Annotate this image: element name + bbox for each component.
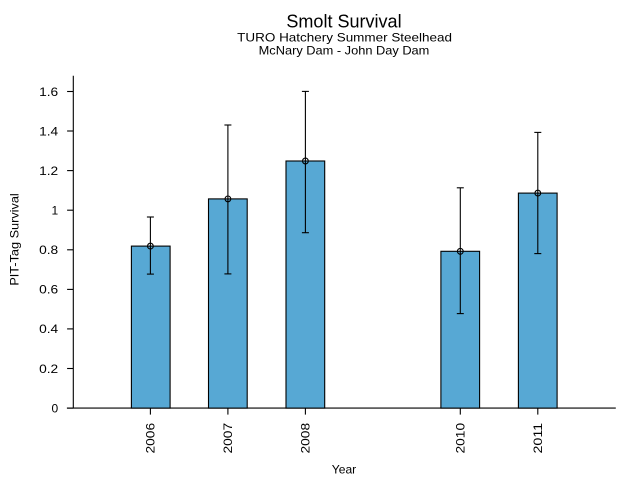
svg-text:PIT-Tag Survival: PIT-Tag Survival [8, 193, 22, 285]
svg-text:0.8: 0.8 [39, 243, 58, 257]
svg-text:1: 1 [52, 204, 59, 218]
svg-text:1.4: 1.4 [39, 124, 58, 138]
svg-text:1.6: 1.6 [39, 85, 58, 99]
svg-text:0: 0 [52, 401, 59, 415]
svg-text:2008: 2008 [299, 423, 313, 454]
svg-text:2011: 2011 [531, 423, 545, 454]
svg-text:2010: 2010 [454, 423, 468, 454]
svg-text:McNary Dam - John Day Dam: McNary Dam - John Day Dam [259, 44, 430, 58]
svg-text:1.2: 1.2 [39, 164, 58, 178]
svg-text:2007: 2007 [221, 423, 235, 454]
svg-text:0.2: 0.2 [39, 362, 58, 376]
svg-text:Year: Year [332, 463, 356, 477]
svg-text:Smolt Survival: Smolt Survival [286, 12, 401, 32]
svg-text:0.6: 0.6 [39, 283, 58, 297]
svg-text:TURO Hatchery Summer Steelhead: TURO Hatchery Summer Steelhead [237, 31, 452, 45]
svg-text:0.4: 0.4 [39, 322, 58, 336]
svg-text:2006: 2006 [144, 423, 158, 454]
